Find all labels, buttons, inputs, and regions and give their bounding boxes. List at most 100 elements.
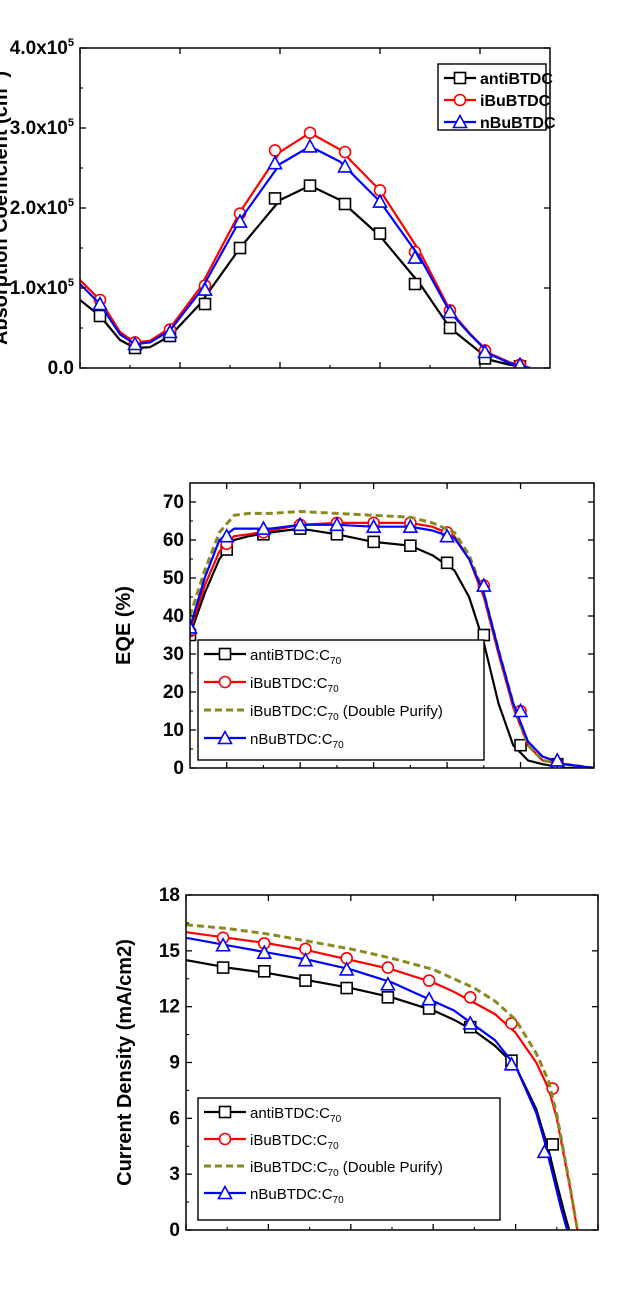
legend-box [197,639,485,761]
data-point [93,309,107,323]
data-point [422,974,436,987]
data-point [127,335,143,351]
y-tick-label: 60 [163,530,184,551]
legend-marker-4 [217,729,233,745]
data-point [233,241,247,255]
legend-entry-3: nBuBTDC [480,115,556,132]
data-point [268,192,282,205]
data-point [404,539,417,553]
data-point [338,961,355,976]
legend-name-sub: 70 [333,1195,345,1206]
data-point [215,937,231,952]
series-line-3 [186,923,579,1230]
data-point [512,702,529,718]
y-tick-exponent: 5 [68,37,74,49]
y-tick-value: 0.0 [48,358,74,379]
y-tick-label: 1.0x105 [10,277,74,299]
data-point [337,158,353,173]
y-tick-label: 50 [163,568,184,589]
y-tick-value: 10 [163,720,184,741]
y-tick-label: 0 [173,758,184,779]
legend-marker-2 [218,1132,232,1146]
y-tick-label: 10 [163,720,184,741]
data-point [162,323,178,339]
legend-name-after: (Double Purify) [339,1159,443,1176]
series-3 [186,923,579,1230]
data-point [442,303,458,319]
data-point [408,277,422,291]
data-point [292,516,309,532]
y-tick-value: 50 [163,568,184,589]
data-point [256,944,273,959]
data-point [338,145,352,159]
chart-panel-1: 0.01.0x1052.0x1053.0x1054.0x105Absorptio… [0,37,556,379]
legend-entry-2: iBuBTDC:C70 [250,675,339,695]
legend-marker-2 [453,93,467,107]
legend-name: antiBTDC:C [250,1105,330,1122]
legend-marker-3 [452,113,468,129]
data-point [216,961,230,974]
data-point [340,981,353,995]
y-tick-value: 9 [169,1053,180,1074]
legend-name-sub: 70 [328,684,340,695]
legend-marker-1 [453,71,467,85]
y-tick-label: 70 [163,492,184,513]
data-point [463,991,477,1004]
series-3 [190,510,594,768]
legend-name: iBuBTDC:C [250,1159,328,1176]
data-point [303,179,317,192]
y-tick-value: 0 [169,1220,180,1241]
data-point [462,1015,479,1030]
y-tick-value: 60 [163,530,184,551]
series-line-2 [80,131,531,368]
legend-entry-4: nBuBTDC:C70 [250,731,344,751]
series-line-1 [190,527,594,768]
legend-entry-1: antiBTDC:C70 [250,1105,342,1125]
y-tick-label: 18 [159,885,180,906]
legend-name-sub: 70 [328,712,340,723]
legend: antiBTDC iBuBTDC nBuBTDC [437,63,556,132]
y-tick-label: 0 [169,1220,180,1241]
y-axis-label: Current Density (mA/cm2) [114,939,136,1186]
legend-marker-1 [218,1105,232,1119]
y-tick-label: 0.0 [48,358,74,379]
data-point [268,144,282,157]
data-point [190,619,198,634]
legend-entry-3: iBuBTDC:C70 (Double Purify) [250,1159,443,1179]
data-point [373,227,387,240]
series-line-4 [190,523,594,768]
data-point [513,356,527,368]
data-point [443,321,457,335]
data-point [92,295,108,311]
y-tick-value: 20 [163,682,184,703]
y-tick-value: 2.0x10 [10,198,68,219]
legend-name-sub: 70 [328,1168,340,1179]
data-point [546,1138,559,1151]
legend-name: nBuBTDC:C [250,1186,333,1203]
data-point [402,518,419,534]
data-point [302,138,318,153]
legend-name-sub: 70 [328,1141,340,1152]
y-axis-label-text: Current Density (mA/cm2) [114,939,136,1186]
legend-name-sub: 70 [330,656,342,667]
y-tick-label: 20 [163,682,184,703]
y-tick-value: 4.0x10 [10,38,68,59]
series-2 [80,126,531,368]
legend-marker-2 [218,675,232,689]
y-tick-label: 4.0x105 [10,37,74,59]
legend-name: iBuBTDC [480,93,551,110]
data-point [297,951,314,967]
data-point [232,213,248,228]
legend-name-sub: 70 [330,1114,342,1125]
legend-name: iBuBTDC:C [250,703,328,720]
y-tick-value: 15 [159,941,181,962]
y-tick-exponent: 5 [68,197,74,209]
data-point [257,965,271,978]
legend-entry-1: antiBTDC [480,71,553,88]
y-axis-label-sup: -1 [0,77,2,88]
legend-box [197,1097,501,1221]
